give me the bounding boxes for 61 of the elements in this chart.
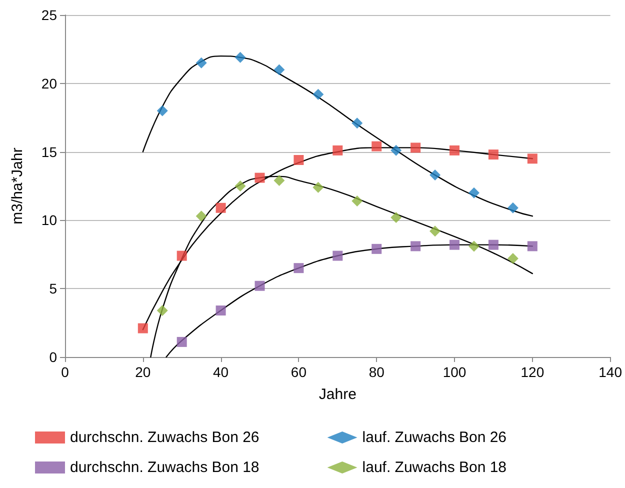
point <box>274 175 285 186</box>
point <box>332 250 343 261</box>
point <box>488 240 498 250</box>
legend-label: durchschn. Zuwachs Bon 26 <box>70 429 260 446</box>
point <box>527 241 538 252</box>
point <box>176 250 187 261</box>
point <box>468 240 480 252</box>
point <box>450 145 460 156</box>
point <box>156 105 168 116</box>
point <box>216 305 226 316</box>
y-tick-label: 5 <box>49 280 58 297</box>
y-axis-title: m3/ha*Jahr <box>9 148 26 224</box>
x-tick-label: 140 <box>598 364 622 380</box>
x-tick-label: 80 <box>368 364 385 380</box>
point <box>196 210 207 222</box>
point <box>312 182 324 193</box>
point <box>352 196 363 207</box>
point <box>254 280 265 291</box>
x-tick-label: 100 <box>442 364 466 380</box>
point <box>450 240 460 250</box>
point <box>312 88 324 100</box>
y-tick-label: 15 <box>41 144 58 160</box>
point <box>196 57 207 68</box>
point <box>488 150 498 160</box>
legend-label: lauf. Zuwachs Bon 18 <box>362 459 507 476</box>
point <box>352 118 363 129</box>
point <box>156 304 168 316</box>
x-tick-label: 0 <box>61 364 70 380</box>
point <box>216 202 226 213</box>
point <box>254 172 265 183</box>
point <box>527 154 538 164</box>
x-tick-label: 40 <box>213 364 229 380</box>
y-tick-label: 10 <box>41 212 58 228</box>
point <box>507 253 518 264</box>
point <box>294 155 304 166</box>
legend-label: lauf. Zuwachs Bon 26 <box>362 429 507 446</box>
y-tick-label: 25 <box>41 7 58 23</box>
point <box>410 241 421 252</box>
point <box>390 212 402 223</box>
point <box>430 226 441 237</box>
x-axis-title: Jahre <box>318 386 356 403</box>
point <box>430 170 441 181</box>
point <box>234 52 246 63</box>
point <box>372 244 382 254</box>
point <box>138 323 148 334</box>
point <box>390 144 402 156</box>
point <box>274 64 285 76</box>
point <box>234 180 246 192</box>
y-tick-label: 20 <box>41 75 58 92</box>
legend-label: durchschn. Zuwachs Bon 18 <box>70 459 260 476</box>
x-tick-label: 120 <box>520 364 544 380</box>
point <box>294 263 304 274</box>
point <box>507 202 518 214</box>
point <box>410 142 421 153</box>
point <box>176 336 187 347</box>
point <box>372 141 382 152</box>
point <box>332 145 343 156</box>
y-tick-label: 0 <box>49 349 58 365</box>
x-tick-label: 20 <box>135 364 151 380</box>
x-tick-label: 60 <box>290 364 307 380</box>
point <box>468 187 480 198</box>
